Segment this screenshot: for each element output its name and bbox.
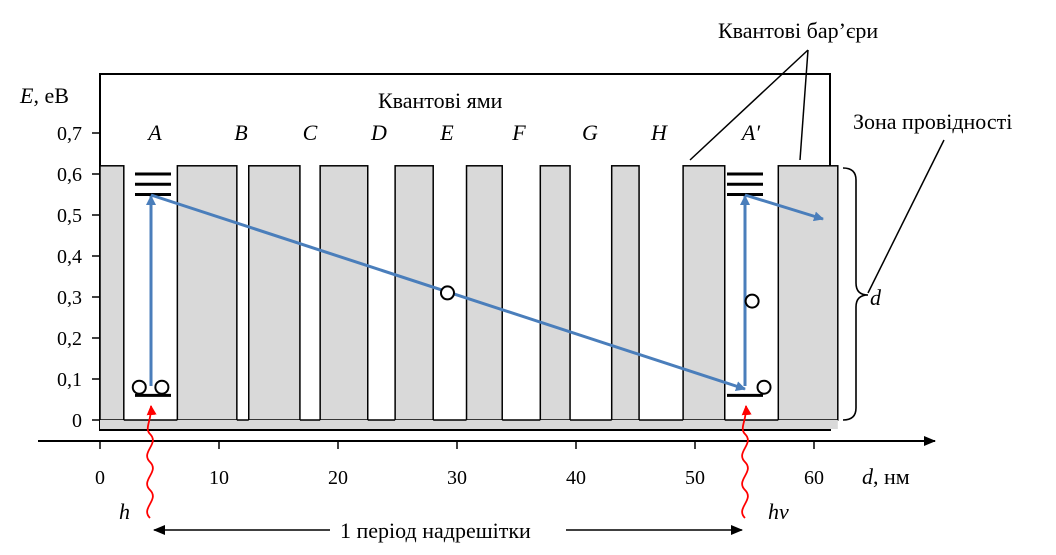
barrier xyxy=(777,165,839,421)
carrier-circle xyxy=(744,293,760,309)
period-label: 1 період надрешітки xyxy=(340,518,531,543)
period-brace xyxy=(842,167,869,421)
carrier-circle xyxy=(131,379,147,395)
barrier xyxy=(176,165,238,421)
conduction-band-pointer xyxy=(867,139,945,294)
period-label-bg xyxy=(330,517,566,545)
y-tick-label: 0,4 xyxy=(57,246,82,268)
barrier xyxy=(99,165,125,421)
barrier xyxy=(465,165,503,421)
carrier-circle xyxy=(439,285,455,301)
quantum-wells-label: Квантові ями xyxy=(378,88,503,113)
bottom-band xyxy=(100,420,838,429)
well-label: H xyxy=(650,120,668,145)
well-label: C xyxy=(303,120,318,145)
x-tick-label: 30 xyxy=(447,467,467,489)
brace-symbol: d xyxy=(870,285,882,310)
x-tick-label: 40 xyxy=(566,467,586,489)
well-label: G xyxy=(582,120,598,145)
well-labels: A B C D E F G H A′ xyxy=(146,120,761,145)
carriers-group xyxy=(131,285,772,395)
quantum-barriers-group xyxy=(99,165,839,429)
y-tick-label: 0,5 xyxy=(57,205,82,227)
well-label: A xyxy=(146,120,162,145)
photon-label-right: hv xyxy=(768,499,789,524)
barrier xyxy=(539,165,571,421)
well-label: D xyxy=(370,120,387,145)
photon-wave-left xyxy=(146,405,157,519)
quantum-barriers-label: Квантові бар’єри xyxy=(718,18,878,43)
escape-arrow xyxy=(744,193,824,222)
y-tick-label: 0,3 xyxy=(57,287,82,309)
y-axis-title: E, eB xyxy=(19,83,69,108)
barrier xyxy=(394,165,434,421)
energy-levels xyxy=(135,172,763,397)
conduction-band-label: Зона провідності xyxy=(853,109,1012,134)
y-tick-label: 0,1 xyxy=(57,369,82,391)
barrier-pointer-1 xyxy=(689,49,809,161)
x-tick-label: 0 xyxy=(95,467,105,489)
barrier xyxy=(682,165,726,421)
barrier xyxy=(610,165,640,421)
x-axis-title: d, нм xyxy=(862,464,910,489)
barrier xyxy=(319,165,369,421)
x-tick-label: 50 xyxy=(685,467,705,489)
well-label: A′ xyxy=(740,120,761,145)
carrier-circle xyxy=(756,379,772,395)
y-tick-label: 0 xyxy=(72,410,82,432)
x-tick-label: 10 xyxy=(209,467,229,489)
well-label: E xyxy=(439,120,454,145)
x-tick-label: 20 xyxy=(328,467,348,489)
well-label: B xyxy=(234,120,247,145)
photon-label-left: h xyxy=(119,499,130,524)
x-tick-label: 60 xyxy=(804,467,824,489)
barrier-pointer-2 xyxy=(799,49,809,161)
y-tick-label: 0,2 xyxy=(57,328,82,350)
barrier xyxy=(248,165,301,421)
y-tick-label: 0,7 xyxy=(57,123,82,145)
y-tick-label: 0,6 xyxy=(57,164,82,186)
well-label: F xyxy=(511,120,526,145)
carrier-circle xyxy=(154,379,170,395)
y-axis-ticks: 0 0,1 0,2 0,3 0,4 0,5 0,6 0,7 xyxy=(57,123,100,432)
x-axis-ticks: 0 10 20 30 40 50 60 xyxy=(95,441,824,489)
photon-wave-right xyxy=(741,405,752,519)
